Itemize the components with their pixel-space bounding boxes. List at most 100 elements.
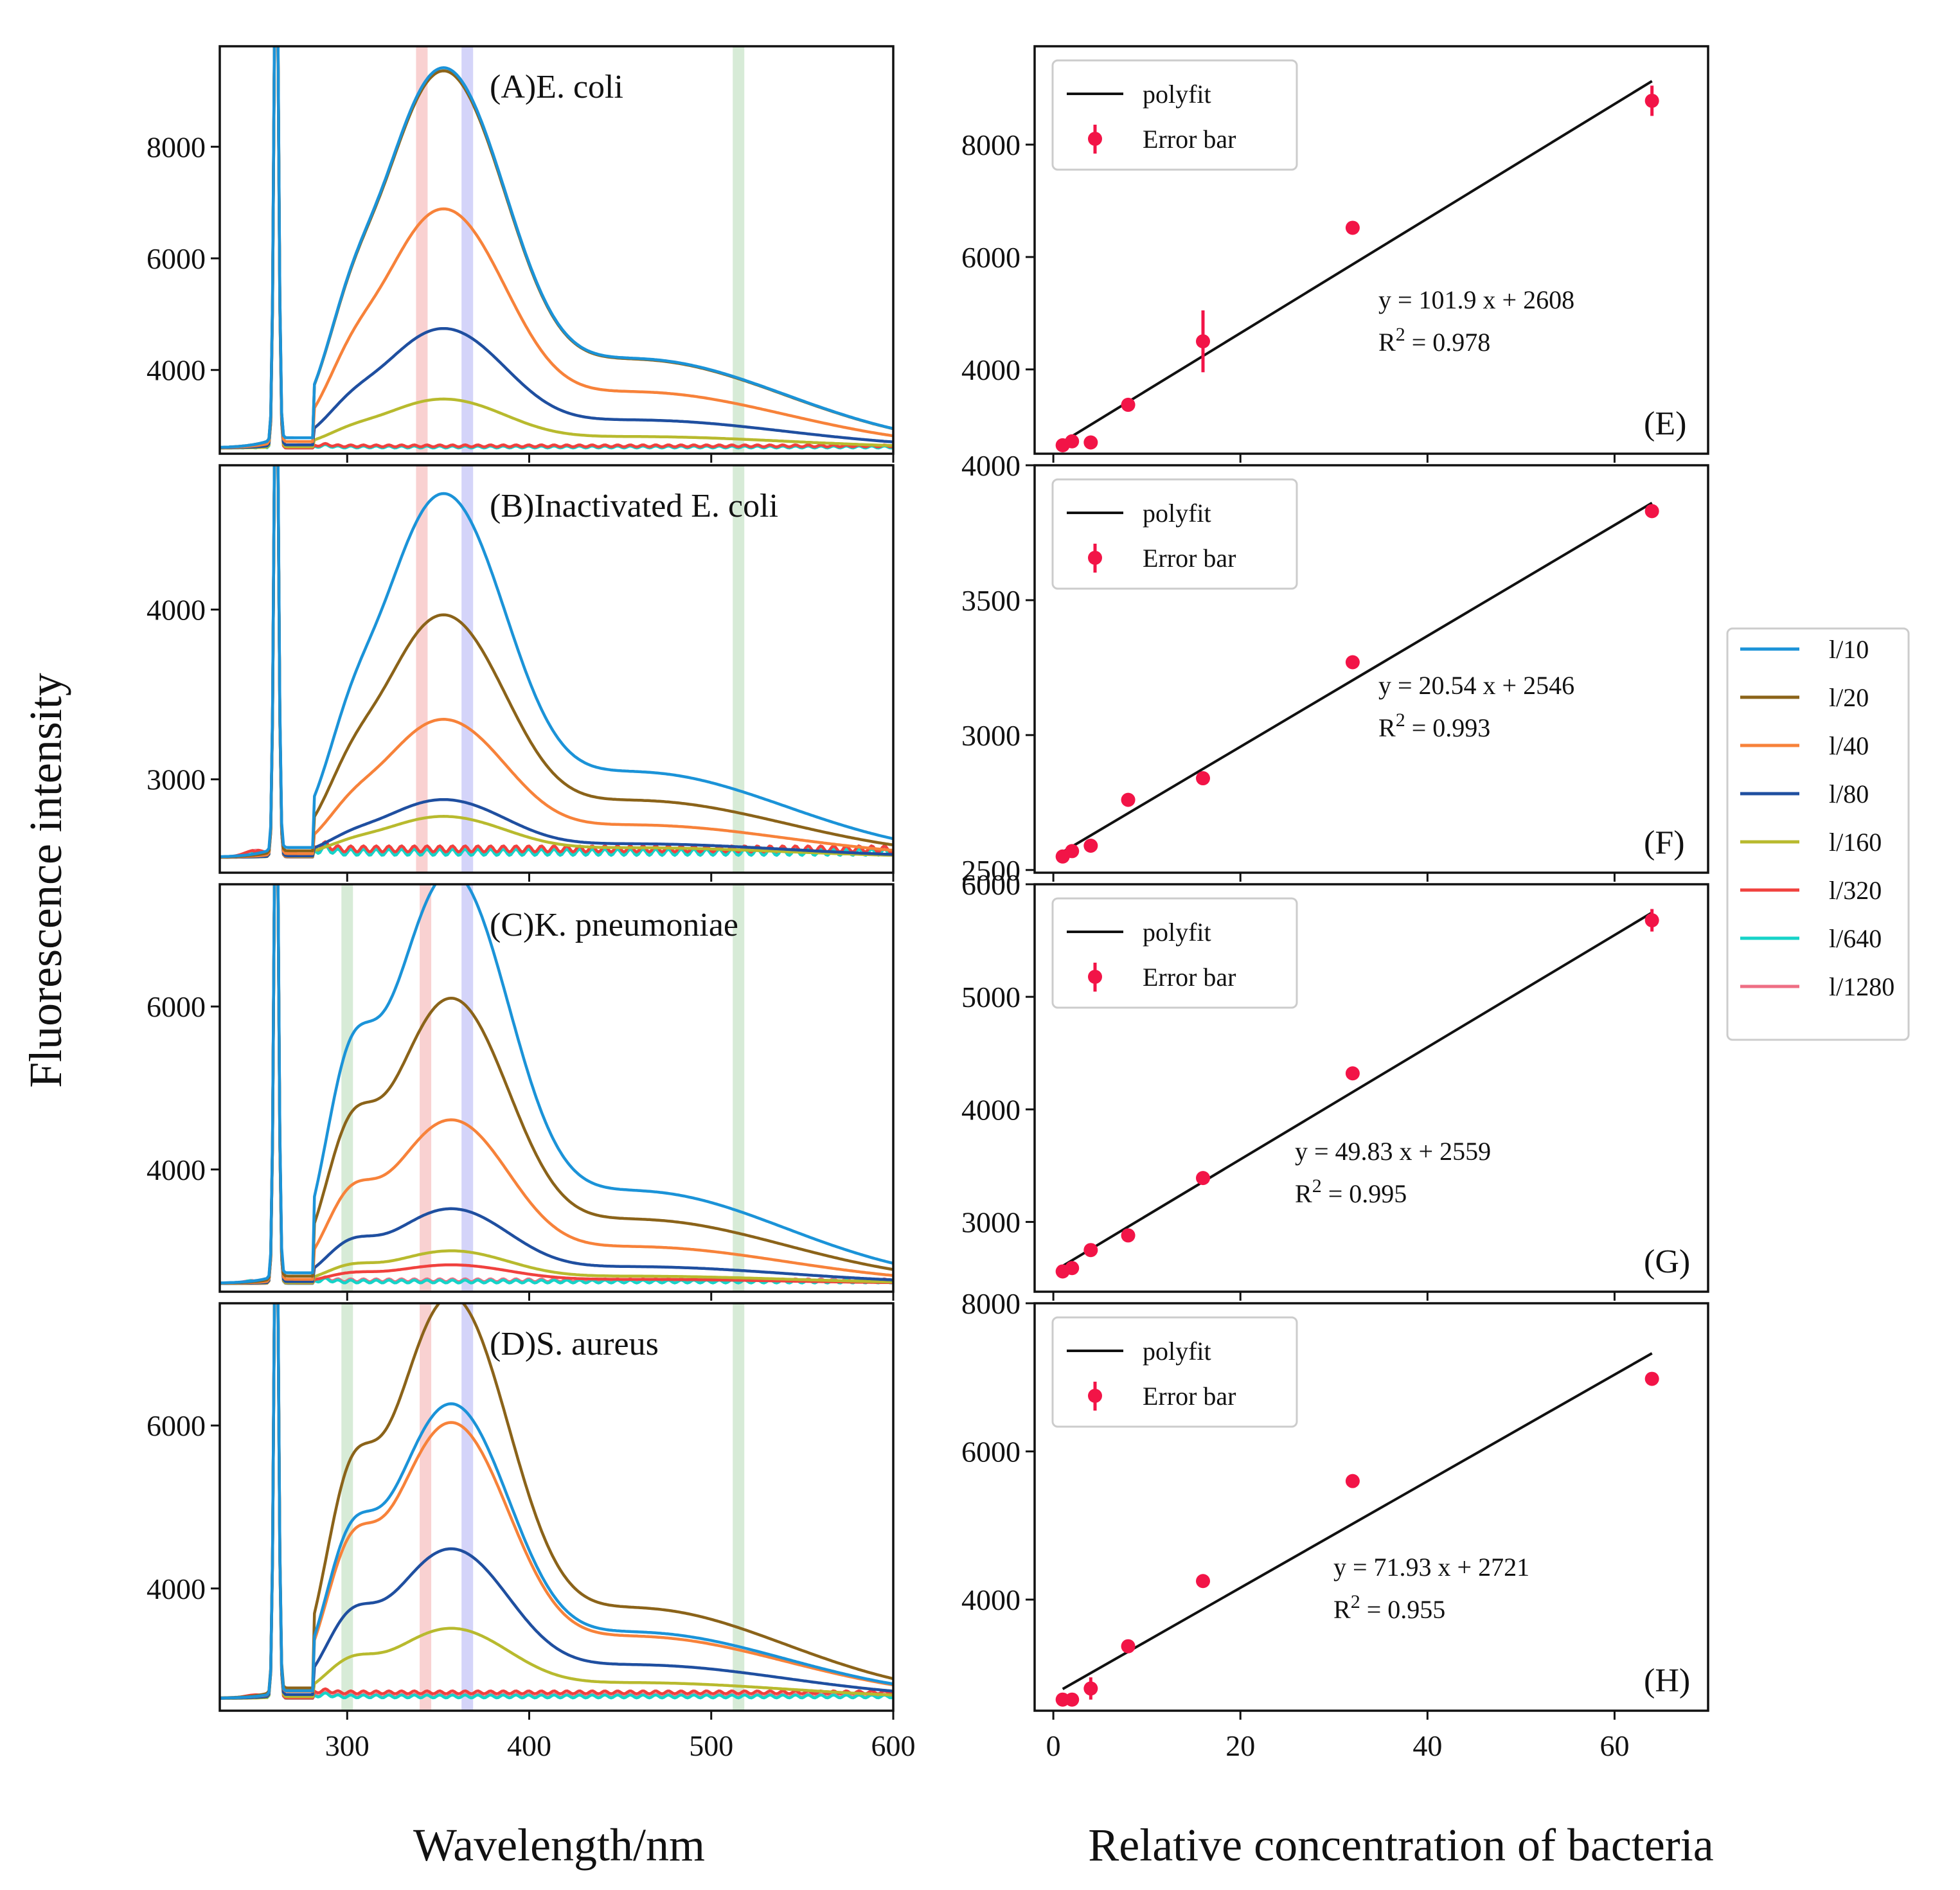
fit-equation: y = 20.54 x + 2546 [1378, 671, 1574, 700]
regression-panel-g: 3000 4000 5000 6000 polyfit Error bar y = 49.8… [961, 868, 1709, 1301]
y-tick-label: 8000 [961, 1287, 1020, 1320]
panel-title: (B)Inactivated E. coli [490, 488, 778, 524]
y-tick-label: 3500 [961, 584, 1020, 617]
series-line-l-80 [220, 465, 893, 859]
panel-title: (A)E. coli [490, 69, 623, 105]
highlight-band-red [416, 465, 428, 873]
y-tick-label: 4000 [147, 1573, 206, 1605]
panel-frame [1033, 464, 1709, 874]
highlight-band-green [341, 884, 353, 1292]
fit-line [1062, 501, 1653, 853]
data-point [1196, 334, 1210, 349]
series-line-l-40 [220, 465, 893, 859]
y-tick-label: 3000 [147, 763, 206, 796]
y-tick-label: 8000 [147, 130, 206, 163]
highlight-band-green [733, 465, 745, 873]
fit-legend-box [1051, 897, 1298, 1009]
y-tick-label: 4000 [147, 594, 206, 627]
series-legend: l/10 l/20 l/40 l/80 l/160 l/320 l/640 l/1280 [1726, 627, 1910, 1041]
highlight-band-green [733, 1303, 745, 1711]
fit-legend-errorbar-label: Error bar [1143, 125, 1236, 154]
panel-title: (C)K. pneumoniae [490, 907, 738, 943]
y-tick-label: 6000 [961, 241, 1020, 274]
series-legend-label: l/20 [1829, 683, 1869, 712]
series-legend-label: l/10 [1829, 635, 1869, 664]
series-legend-label: l/80 [1829, 780, 1869, 808]
highlight-band-red [416, 46, 428, 454]
spectrum-panel-d: 4000 6000 300 400 500 600 (D)S. aureus [147, 1302, 916, 1762]
panel-frame [1033, 45, 1709, 455]
fit-r-squared: R2 = 0.993 [1378, 709, 1490, 742]
data-point [1644, 913, 1659, 928]
series-line-l-160 [220, 465, 893, 859]
x-tick-label: 0 [1046, 1729, 1061, 1762]
highlight-band-green [733, 884, 745, 1292]
series-legend-label: l/1280 [1829, 972, 1894, 1001]
series-legend-label: l/40 [1829, 731, 1869, 760]
series-line-l-640 [220, 46, 893, 450]
regression-panel-f: 2500 3000 3500 4000 polyfit Error bar y = 20.5… [961, 449, 1709, 887]
plot-area [220, 1303, 893, 1711]
regression-panel-h: 4000 6000 8000 0 20 40 60 polyfit Error bar y = 7… [961, 1287, 1709, 1762]
y-tick-label: 3000 [961, 719, 1020, 752]
series-line-l-320 [220, 884, 893, 1285]
fit-line [1062, 1352, 1653, 1690]
fit-equation: y = 71.93 x + 2721 [1333, 1553, 1529, 1582]
fit-line [1062, 80, 1653, 443]
data-point [1121, 1639, 1136, 1654]
y-tick-label: 6000 [147, 990, 206, 1023]
x-axis-title-concentration: Relative concentration of bacteria [1088, 1819, 1714, 1871]
y-tick-label: 6000 [147, 242, 206, 275]
highlight-band-blue [461, 465, 474, 873]
y-tick-label: 5000 [961, 981, 1020, 1013]
highlight-band-blue [461, 46, 474, 454]
series-line-l-80 [220, 1303, 893, 1700]
fit-legend-errorbar-label: Error bar [1143, 1382, 1236, 1411]
fit-legend-point-swatch [1088, 970, 1102, 984]
x-tick-label: 400 [507, 1729, 551, 1762]
panel-tag: (H) [1644, 1663, 1690, 1699]
fit-equation: y = 101.9 x + 2608 [1378, 285, 1574, 314]
fit-legend-box [1051, 1316, 1298, 1428]
data-point [1345, 1066, 1360, 1081]
series-line-l-320 [220, 465, 893, 859]
data-point [1121, 1228, 1136, 1243]
x-tick-label: 600 [871, 1729, 916, 1762]
y-tick-label: 6000 [147, 1409, 206, 1442]
series-legend-label: l/640 [1829, 924, 1882, 953]
data-point [1065, 844, 1080, 859]
y-tick-label: 4000 [961, 1093, 1020, 1126]
highlight-band-blue [461, 884, 474, 1292]
panel-tag: (G) [1644, 1244, 1690, 1280]
series-line-l-320 [220, 1303, 893, 1700]
series-line-l-160 [220, 46, 893, 450]
plot-area [220, 46, 893, 454]
x-tick-label: 300 [325, 1729, 370, 1762]
series-legend-label: l/320 [1829, 876, 1882, 905]
highlight-band-red [420, 1303, 432, 1711]
x-tick-label: 40 [1412, 1729, 1442, 1762]
panel-frame [218, 1302, 895, 1712]
series-line-l-640 [220, 1303, 893, 1700]
data-point [1196, 1574, 1210, 1589]
plot-area [220, 884, 893, 1292]
data-point [1196, 771, 1210, 786]
fit-legend-line-label: polyfit [1143, 80, 1211, 109]
series-line-l-1280 [220, 46, 893, 450]
fit-legend-errorbar-label: Error bar [1143, 544, 1236, 573]
highlight-band-green [341, 1303, 353, 1711]
series-line-l-160 [220, 884, 893, 1285]
highlight-band-green [733, 46, 745, 454]
fit-legend-point-swatch [1088, 551, 1102, 565]
fit-legend-errorbar-label: Error bar [1143, 963, 1236, 992]
series-legend-label: l/160 [1829, 828, 1882, 857]
y-tick-label: 6000 [961, 868, 1020, 901]
series-line-l-320 [220, 46, 893, 450]
series-line-l-10 [220, 884, 893, 1285]
fit-r-squared: R2 = 0.978 [1378, 324, 1490, 357]
x-tick-label: 60 [1599, 1729, 1629, 1762]
x-axis-title-wavelength: Wavelength/nm [413, 1819, 705, 1871]
y-tick-label: 3000 [961, 1206, 1020, 1238]
fit-legend-point-swatch [1088, 1389, 1102, 1403]
